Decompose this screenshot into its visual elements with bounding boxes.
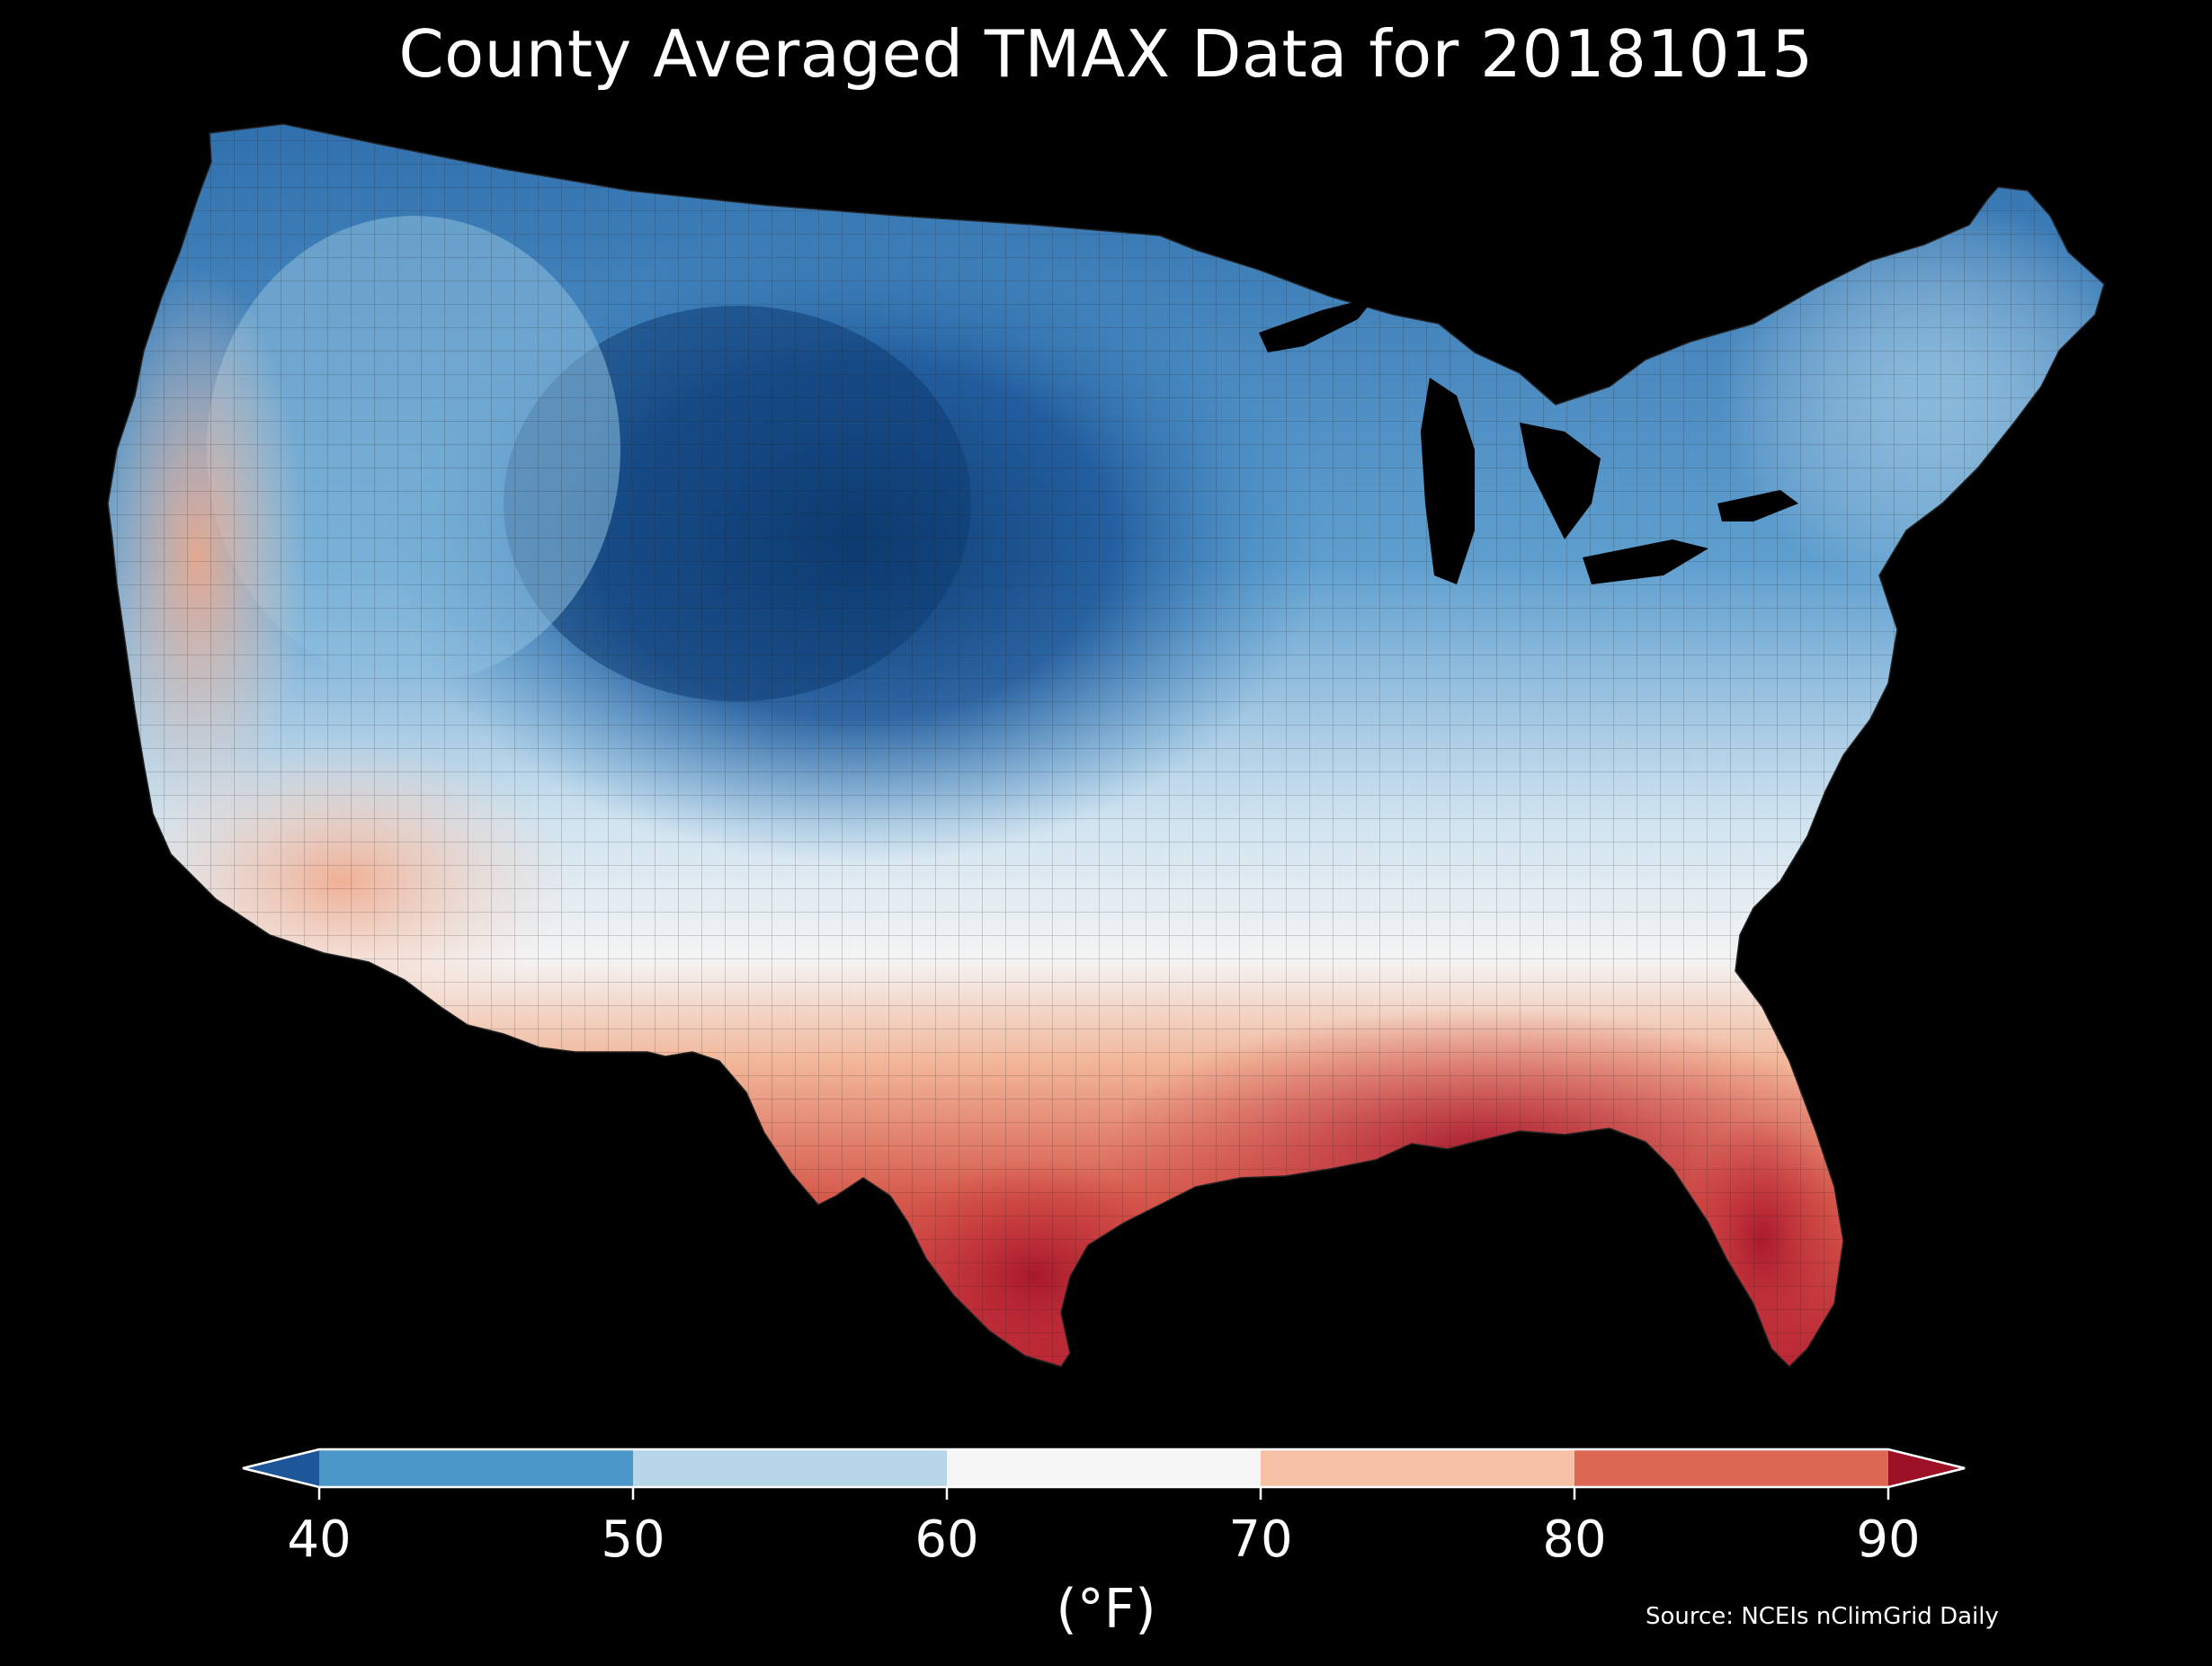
source-attribution: Source: NCEIs nClimGrid Daily (1646, 1603, 1999, 1630)
colorbar-bin (319, 1449, 633, 1487)
colorbar-bin (1261, 1449, 1574, 1487)
colorbar-bin (947, 1449, 1261, 1487)
colorbar-tick-label: 50 (601, 1510, 665, 1569)
colorbar-tick-label: 70 (1228, 1510, 1293, 1569)
colorbar-extend-low (243, 1449, 319, 1487)
colorbar-tick-label: 60 (914, 1510, 979, 1569)
great-lakes (1259, 297, 1798, 584)
colorbar-extend-high (1888, 1449, 1965, 1487)
chart-title: County Averaged TMAX Data for 20181015 (398, 16, 1814, 92)
colorbar-unit-label: (°F) (1056, 1578, 1156, 1641)
colorbar-bin (1574, 1449, 1888, 1487)
colorbar-tick-label: 90 (1856, 1510, 1921, 1569)
colorbar-bin (633, 1449, 947, 1487)
colorbar-tick-label: 80 (1542, 1510, 1607, 1569)
colorbar-tick-label: 40 (287, 1510, 352, 1569)
